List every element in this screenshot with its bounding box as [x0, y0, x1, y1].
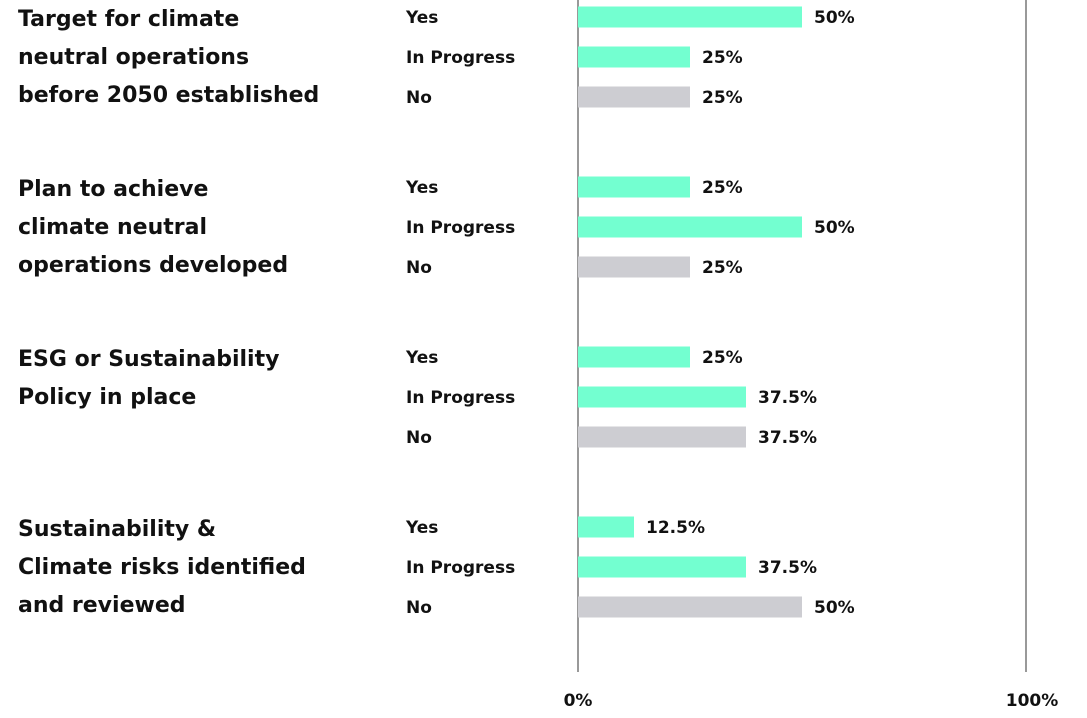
series-label: No [406, 88, 432, 108]
series-label: In Progress [406, 388, 515, 408]
bar [578, 426, 746, 448]
series-label: In Progress [406, 218, 515, 238]
category-label: before 2050 established [18, 83, 319, 108]
value-label: 50% [814, 8, 855, 28]
bar [578, 6, 802, 28]
value-label: 25% [702, 348, 743, 368]
series-label: Yes [405, 8, 438, 28]
value-label: 37.5% [758, 558, 817, 578]
bar [578, 46, 690, 68]
x-tick-label: 100% [1006, 691, 1059, 711]
category-label: neutral operations [18, 45, 249, 70]
value-label: 50% [814, 218, 855, 238]
category-label: Plan to achieve [18, 177, 208, 202]
series-label: Yes [405, 178, 438, 198]
bar [578, 596, 802, 618]
value-label: 12.5% [646, 518, 705, 538]
bar [578, 386, 746, 408]
category-label: climate neutral [18, 215, 207, 240]
value-label: 25% [702, 258, 743, 278]
series-label: No [406, 258, 432, 278]
bar [578, 216, 802, 238]
value-label: 25% [702, 88, 743, 108]
bar [578, 256, 690, 278]
category-label: Target for climate [18, 7, 239, 32]
category-label: operations developed [18, 253, 288, 278]
value-label: 50% [814, 598, 855, 618]
series-label: No [406, 428, 432, 448]
value-label: 25% [702, 178, 743, 198]
series-label: Yes [405, 518, 438, 538]
bar [578, 176, 690, 198]
series-label: In Progress [406, 558, 515, 578]
series-label: No [406, 598, 432, 618]
category-label: Sustainability & [18, 517, 216, 542]
category-label: Climate risks identified [18, 555, 306, 580]
bar [578, 86, 690, 108]
x-tick-label: 0% [564, 691, 593, 711]
value-label: 25% [702, 48, 743, 68]
bar [578, 556, 746, 578]
category-label: and reviewed [18, 593, 185, 618]
category-label: ESG or Sustainability [18, 347, 279, 372]
bar [578, 346, 690, 368]
series-label: In Progress [406, 48, 515, 68]
series-label: Yes [405, 348, 438, 368]
bar [578, 516, 634, 538]
value-label: 37.5% [758, 388, 817, 408]
value-label: 37.5% [758, 428, 817, 448]
category-label: Policy in place [18, 385, 196, 410]
